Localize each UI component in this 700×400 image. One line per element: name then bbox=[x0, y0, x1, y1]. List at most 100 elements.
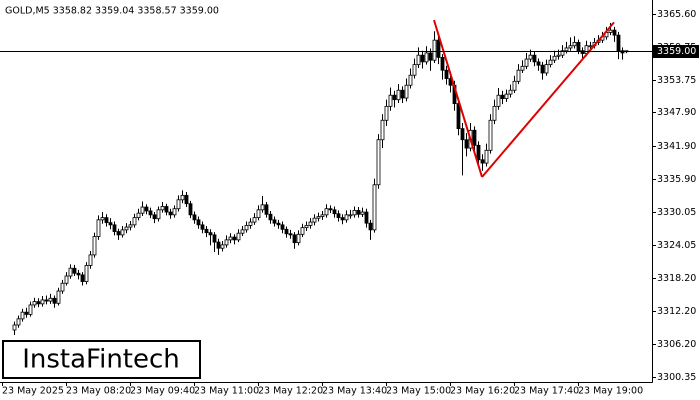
y-tick-label: 3306.20 bbox=[657, 339, 696, 350]
candle-body bbox=[112, 224, 117, 232]
candle-body bbox=[164, 206, 169, 213]
candle-body bbox=[228, 236, 233, 241]
candle-body bbox=[148, 210, 153, 216]
y-tick-label: 3330.05 bbox=[657, 207, 696, 218]
y-tick-label: 3300.35 bbox=[657, 372, 696, 383]
candle-body bbox=[376, 139, 381, 186]
candle-body bbox=[168, 211, 173, 216]
candle-body bbox=[536, 61, 541, 66]
candle-body bbox=[384, 105, 389, 121]
candle-body bbox=[240, 229, 245, 234]
candle-body bbox=[460, 128, 465, 141]
x-tick-label: 23 May 17:40 bbox=[514, 386, 579, 397]
candle-body bbox=[292, 234, 297, 244]
candle-body bbox=[444, 69, 449, 79]
candle-body bbox=[524, 58, 529, 67]
candle-body bbox=[528, 54, 533, 60]
candle-body bbox=[588, 45, 593, 48]
candle-body bbox=[356, 209, 361, 215]
y-tick-label: 3365.60 bbox=[657, 9, 696, 20]
candle-body bbox=[412, 64, 417, 76]
candle-body bbox=[484, 149, 489, 164]
candle-body bbox=[612, 29, 617, 36]
x-tick-label: 23 May 09:40 bbox=[130, 386, 195, 397]
candle-body bbox=[136, 212, 141, 219]
y-tick-label: 3347.90 bbox=[657, 107, 696, 118]
y-tick-label: 3341.90 bbox=[657, 141, 696, 152]
x-tick-label: 23 May 11:00 bbox=[194, 386, 259, 397]
candle-body bbox=[616, 34, 621, 52]
candle-body bbox=[504, 93, 509, 99]
candle-body bbox=[60, 282, 65, 292]
candle-body bbox=[360, 211, 365, 215]
candle-body bbox=[72, 267, 77, 274]
candle-body bbox=[52, 297, 57, 304]
candle-body bbox=[20, 311, 25, 320]
candle-body bbox=[116, 231, 121, 236]
candle-body bbox=[308, 221, 313, 226]
candle-body bbox=[476, 144, 481, 161]
overlay: 3359.00 bbox=[0, 19, 699, 178]
candle-body bbox=[552, 55, 557, 61]
x-tick-label: 23 May 12:20 bbox=[258, 386, 323, 397]
x-tick-label: 23 May 19:00 bbox=[578, 386, 643, 397]
y-tick-label: 3312.20 bbox=[657, 306, 696, 317]
watermark-box bbox=[2, 340, 201, 379]
candle-body bbox=[256, 209, 261, 219]
candle-body bbox=[188, 203, 193, 216]
candle-body bbox=[368, 222, 373, 231]
candle-body bbox=[176, 199, 181, 210]
candle-body bbox=[36, 301, 41, 305]
candle-body bbox=[16, 318, 21, 326]
candle-body bbox=[196, 219, 201, 226]
candle-body bbox=[132, 217, 137, 226]
candle-body bbox=[380, 119, 385, 141]
candle-body bbox=[324, 208, 329, 216]
x-tick-label: 23 May 16:20 bbox=[450, 386, 515, 397]
candle-body bbox=[40, 299, 45, 305]
candle-body bbox=[88, 254, 93, 266]
candle-body bbox=[92, 236, 97, 256]
candle-body bbox=[156, 209, 161, 220]
candle-body bbox=[244, 225, 249, 231]
candle-body bbox=[140, 206, 145, 214]
candle-body bbox=[428, 52, 433, 61]
candle-body bbox=[340, 217, 345, 221]
candle-body bbox=[556, 54, 561, 57]
x-tick-label: 23 May 08:20 bbox=[66, 386, 131, 397]
candle-body bbox=[80, 274, 85, 282]
candle-body bbox=[48, 297, 53, 302]
y-tick-label: 3335.90 bbox=[657, 174, 696, 185]
candle-body bbox=[120, 229, 125, 236]
candle-body bbox=[332, 209, 337, 215]
candle-body bbox=[84, 265, 89, 282]
candle-body bbox=[472, 129, 477, 146]
candle-body bbox=[336, 213, 341, 219]
candle-body bbox=[492, 105, 497, 121]
candle-body bbox=[312, 217, 317, 223]
candle-body bbox=[232, 236, 237, 241]
candle-body bbox=[520, 65, 525, 71]
candle-body bbox=[404, 84, 409, 99]
candle-body bbox=[416, 54, 421, 66]
candle-body bbox=[280, 224, 285, 230]
candle-body bbox=[296, 233, 301, 244]
candle-body bbox=[516, 69, 521, 82]
candle-body bbox=[200, 224, 205, 230]
pattern-line bbox=[481, 21, 615, 178]
candle-body bbox=[160, 206, 165, 211]
candle-body bbox=[44, 299, 49, 302]
candle-body bbox=[56, 290, 61, 304]
candle-body bbox=[212, 234, 217, 243]
candle-body bbox=[436, 39, 441, 58]
candle-body bbox=[456, 103, 461, 130]
candle-body bbox=[408, 74, 413, 86]
candle-body bbox=[400, 89, 405, 99]
candle-body bbox=[124, 226, 129, 231]
candle-body bbox=[580, 50, 585, 54]
candle-body bbox=[236, 232, 241, 241]
candle-body bbox=[488, 119, 493, 151]
candle-body bbox=[344, 214, 349, 221]
candle-body bbox=[152, 214, 157, 220]
